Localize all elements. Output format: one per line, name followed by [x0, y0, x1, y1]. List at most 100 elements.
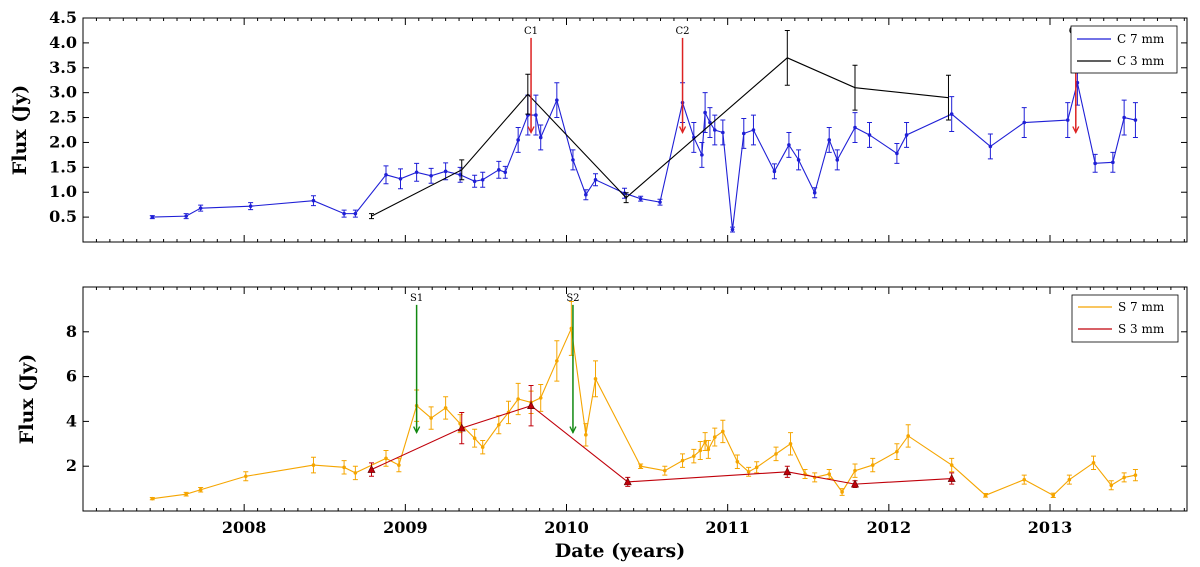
top-error-bar-c-3-mm: [945, 74, 951, 121]
x-tick-label: 2013: [1028, 518, 1073, 537]
top-data-point-c-7-mm: [730, 227, 735, 232]
bottom-data-point-s-7-mm: [538, 396, 543, 400]
top-y-tick-label: 2.5: [49, 108, 77, 127]
top-data-point-c-7-mm: [988, 144, 993, 149]
bottom-series-line-s-7-mm: [152, 326, 1136, 500]
bottom-data-point-s-3-mm: [457, 423, 466, 432]
top-y-tick-label: 3.5: [49, 58, 77, 77]
bottom-plot-frame: [82, 286, 1188, 512]
bottom-data-point-s-7-mm: [1067, 477, 1072, 482]
bottom-legend-label-s7mm: S 7 mm: [1118, 300, 1165, 314]
bottom-data-point-s-7-mm: [243, 474, 248, 479]
top-annotation-label-c1: C1: [524, 26, 538, 37]
bottom-data-point-s-3-mm: [527, 401, 536, 410]
top-data-point-c-7-mm: [1065, 118, 1070, 122]
top-data-point-c-7-mm: [787, 143, 791, 147]
top-error-bar-c-3-mm: [459, 159, 465, 181]
bottom-data-point-s-7-mm: [555, 359, 559, 363]
top-annotations: C1C2C3: [524, 26, 1083, 134]
top-error-bar-c-3-mm: [525, 73, 531, 115]
top-data-point-c-7-mm: [1093, 161, 1097, 166]
bottom-data-point-s-7-mm: [584, 433, 588, 437]
bottom-data-point-s-7-mm: [429, 416, 433, 420]
top-data-point-c-7-mm: [712, 128, 717, 132]
bottom-data-point-s-7-mm: [949, 463, 954, 467]
top-legend: C 7 mm C 3 mm: [1070, 25, 1178, 74]
top-y-tick-label: 4.5: [49, 8, 77, 27]
top-data-point-c-7-mm: [384, 173, 388, 177]
top-data-point-c-7-mm: [571, 158, 575, 162]
bottom-legend-box: [1071, 294, 1179, 343]
top-data-point-c-7-mm: [904, 133, 909, 137]
top-data-point-c-7-mm: [534, 113, 538, 117]
bottom-y-tick-label: 8: [66, 322, 77, 341]
bottom-annotations: S1 S2: [410, 293, 580, 435]
bottom-data-point-s-7-mm: [906, 434, 910, 438]
top-y-tick-label: 3.0: [49, 83, 77, 102]
bottom-y-axis-title: Flux (Jy): [16, 354, 38, 444]
bottom-data-point-s-7-mm: [472, 436, 477, 441]
bottom-data-point-s-7-mm: [1091, 461, 1096, 465]
bottom-data-point-s-7-mm: [480, 445, 485, 449]
top-data-point-c-7-mm: [949, 112, 954, 116]
top-data-point-c-7-mm: [342, 211, 346, 216]
x-tick-label: 2008: [222, 518, 267, 537]
bottom-data-point-s-3-mm: [783, 467, 792, 476]
bottom-data-point-s-3-mm: [851, 479, 859, 488]
top-data-point-c-7-mm: [812, 190, 817, 195]
top-data-point-c-7-mm: [1022, 120, 1027, 125]
bottom-data-point-s-7-mm: [698, 448, 703, 453]
top-data-point-c-7-mm: [480, 177, 485, 182]
top-data-point-c-7-mm: [853, 125, 857, 130]
bottom-data-point-s-7-mm: [712, 435, 717, 439]
top-y-tick-label: 4.0: [49, 33, 77, 52]
top-data-point-c-7-mm: [751, 128, 756, 132]
top-series-layer: [149, 29, 1138, 233]
bottom-data-point-s-7-mm: [184, 492, 188, 497]
top-data-point-c-7-mm: [503, 170, 508, 175]
top-data-point-c-7-mm: [429, 173, 433, 178]
bottom-annotation-label-s1: S1: [410, 293, 423, 304]
top-y-tick-label: 1.0: [49, 182, 77, 201]
bottom-data-point-s-7-mm: [198, 487, 203, 492]
bottom-data-point-s-7-mm: [1122, 475, 1126, 480]
top-data-point-c-7-mm: [835, 158, 840, 162]
top-data-point-c-7-mm: [538, 135, 543, 140]
top-data-point-c-7-mm: [353, 211, 358, 216]
top-data-point-c-7-mm: [497, 168, 501, 172]
top-data-point-c-7-mm: [516, 138, 520, 142]
top-data-point-c-7-mm: [472, 179, 477, 184]
bottom-data-point-s-7-mm: [827, 472, 832, 476]
bottom-y-tick-label: 2: [66, 456, 77, 475]
bottom-data-point-s-7-mm: [593, 377, 598, 381]
top-data-point-c-7-mm: [150, 215, 155, 219]
top-data-point-c-7-mm: [1133, 118, 1138, 122]
top-data-point-c-7-mm: [443, 169, 448, 174]
bottom-data-point-s-7-mm: [754, 465, 759, 470]
bottom-data-point-s-7-mm: [983, 493, 988, 498]
top-legend-box: [1070, 25, 1178, 74]
top-data-point-c-7-mm: [772, 169, 777, 174]
top-annotation-label-c2: C2: [676, 26, 690, 37]
top-data-point-c-7-mm: [796, 158, 801, 162]
top-series-line-c-7-mm: [152, 82, 1136, 230]
bottom-data-point-s-7-mm: [1109, 483, 1114, 488]
x-axis-title: Date (years): [555, 540, 685, 562]
bottom-axis-ticks: 2 4 6 8 2008 2009 2010 2011 2012 2013: [66, 287, 1187, 537]
top-data-point-c-7-mm: [867, 133, 872, 137]
top-data-point-c-7-mm: [721, 130, 725, 135]
top-annotation-arrowhead-c1: [527, 126, 535, 134]
bottom-data-point-s-7-mm: [692, 454, 696, 458]
bottom-annotation-arrowhead-s1: [413, 426, 421, 435]
bottom-y-tick-label: 4: [66, 411, 77, 430]
top-error-bar-c-3-mm: [784, 29, 790, 86]
x-tick-label: 2012: [867, 518, 912, 537]
x-tick-label: 2011: [705, 518, 750, 537]
top-y-tick-label: 1.5: [49, 157, 77, 176]
bottom-data-point-s-3-mm: [623, 477, 632, 486]
bottom-data-point-s-7-mm: [1133, 473, 1138, 477]
top-axis-ticks: 0.5 1.0 1.5 2.0 2.5 3.0 3.5 4.0 4.5: [49, 8, 1187, 242]
top-data-point-c-7-mm: [1111, 160, 1115, 165]
x-tick-label: 2010: [544, 518, 589, 537]
x-tick-label: 2009: [383, 518, 428, 537]
